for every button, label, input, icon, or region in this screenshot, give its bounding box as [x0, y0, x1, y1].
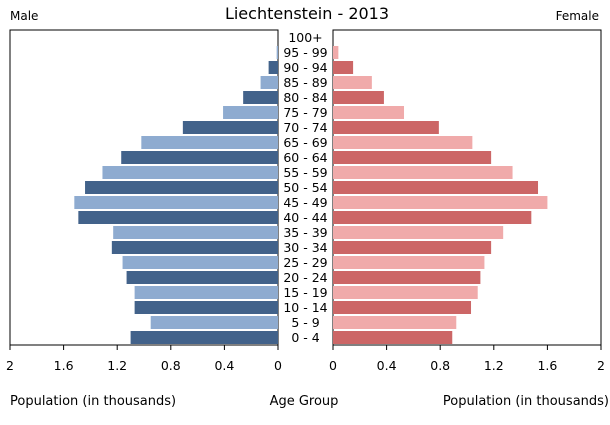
male-bars	[74, 46, 279, 344]
female-bar-14	[333, 241, 492, 254]
male-bar-18	[134, 301, 278, 314]
age-group-label: 40 - 44	[283, 210, 327, 225]
age-group-label: 55 - 59	[283, 165, 327, 180]
female-bar-5	[333, 106, 405, 119]
age-group-label: 5 - 9	[291, 315, 319, 330]
female-bar-12	[333, 211, 532, 224]
age-group-label: 0 - 4	[291, 330, 319, 345]
male-bar-16	[126, 271, 278, 284]
age-group-label: 80 - 84	[283, 90, 327, 105]
female-bar-2	[333, 61, 354, 74]
age-group-label: 15 - 19	[283, 285, 327, 300]
age-group-label: 35 - 39	[283, 225, 327, 240]
age-group-label: 50 - 54	[283, 180, 327, 195]
male-bar-5	[223, 106, 278, 119]
age-group-label: 60 - 64	[283, 150, 327, 165]
x-tick-label: 0.8	[430, 358, 450, 373]
male-bar-12	[78, 211, 278, 224]
x-tick-label: 1.6	[537, 358, 557, 373]
age-axis-title: Age Group	[270, 394, 339, 409]
male-bar-20	[130, 331, 278, 344]
male-bar-11	[74, 196, 278, 209]
male-bar-13	[113, 226, 279, 239]
male-bar-14	[111, 241, 278, 254]
female-bar-1	[333, 46, 339, 59]
male-bar-2	[268, 61, 278, 74]
female-bar-6	[333, 121, 439, 134]
age-group-label: 45 - 49	[283, 195, 327, 210]
female-bar-15	[333, 256, 485, 269]
male-bar-10	[85, 181, 278, 194]
age-group-label: 25 - 29	[283, 255, 327, 270]
male-bar-7	[141, 136, 278, 149]
x-tick-label: 0.4	[377, 358, 397, 373]
age-group-label: 90 - 94	[283, 60, 327, 75]
male-bar-8	[121, 151, 278, 164]
x-tick-label: 2	[6, 358, 14, 373]
male-side-label: Male	[10, 9, 38, 23]
female-bar-10	[333, 181, 539, 194]
age-group-label: 75 - 79	[283, 105, 327, 120]
female-side-label: Female	[556, 9, 599, 23]
female-bar-4	[333, 91, 384, 104]
age-group-label: 65 - 69	[283, 135, 327, 150]
female-bar-16	[333, 271, 481, 284]
male-bar-6	[182, 121, 278, 134]
female-bar-13	[333, 226, 504, 239]
female-bars	[333, 46, 548, 344]
age-group-label: 100+	[288, 30, 322, 45]
x-tick-label: 1.6	[54, 358, 74, 373]
male-bar-15	[122, 256, 278, 269]
female-bar-11	[333, 196, 548, 209]
male-bar-1	[276, 46, 278, 59]
male-bar-3	[260, 76, 278, 89]
female-axis-title: Population (in thousands)	[443, 394, 609, 409]
x-tick-label: 0.4	[214, 358, 234, 373]
female-bar-8	[333, 151, 492, 164]
x-tick-label: 1.2	[107, 358, 127, 373]
female-bar-20	[333, 331, 453, 344]
female-bar-19	[333, 316, 457, 329]
female-x-axis: 0 0.4 0.8 1.2 1.6 2	[329, 344, 605, 373]
female-bar-3	[333, 76, 372, 89]
male-axis-title: Population (in thousands)	[10, 394, 176, 409]
x-tick-label: 0	[329, 358, 337, 373]
age-group-label: 85 - 89	[283, 75, 327, 90]
male-x-axis: 2 1.6 1.2 0.8 0.4 0	[6, 344, 282, 373]
age-group-label: 10 - 14	[283, 300, 327, 315]
male-bar-9	[102, 166, 279, 179]
x-tick-label: 2	[597, 358, 605, 373]
x-tick-label: 0	[274, 358, 282, 373]
x-tick-label: 1.2	[484, 358, 504, 373]
female-bar-7	[333, 136, 473, 149]
male-bar-19	[150, 316, 278, 329]
female-bar-17	[333, 286, 478, 299]
female-bar-18	[333, 301, 472, 314]
age-group-label: 30 - 34	[283, 240, 327, 255]
x-tick-label: 0.8	[161, 358, 181, 373]
age-group-label: 70 - 74	[283, 120, 327, 135]
age-group-label: 20 - 24	[283, 270, 327, 285]
female-bar-9	[333, 166, 513, 179]
age-group-label: 95 - 99	[283, 45, 327, 60]
chart-title: Liechtenstein - 2013	[225, 4, 389, 23]
male-bar-4	[243, 91, 278, 104]
male-bar-17	[134, 286, 278, 299]
